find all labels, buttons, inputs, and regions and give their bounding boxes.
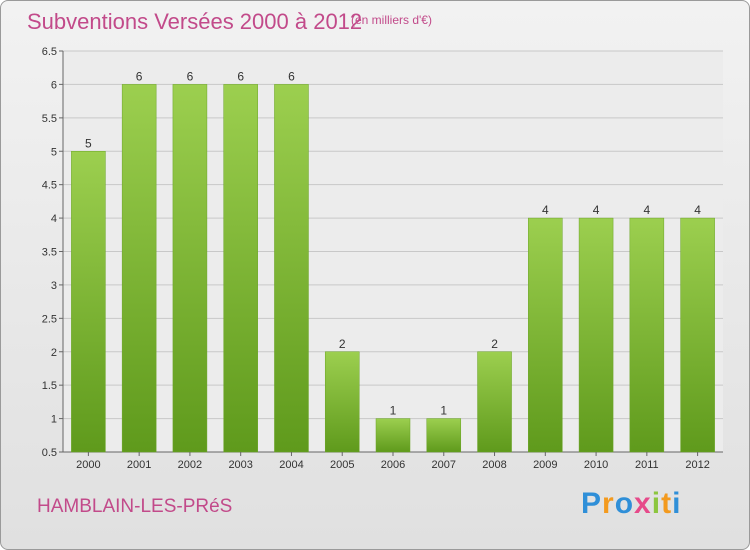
bar-2004 — [274, 84, 309, 453]
data-label: 4 — [644, 203, 651, 217]
logo-letter: i — [672, 487, 682, 520]
bar-2009 — [528, 217, 563, 453]
x-tick-label: 2012 — [685, 459, 709, 471]
y-tick-label: 5 — [51, 146, 57, 158]
logo-letter: x — [634, 487, 652, 520]
bar-2001 — [121, 84, 157, 453]
y-tick-label: 3.5 — [42, 247, 57, 259]
x-tick-label: 2001 — [127, 459, 151, 471]
bar-2005 — [324, 351, 360, 453]
bar-2003 — [223, 84, 258, 453]
x-tick-label: 2005 — [330, 459, 354, 471]
bar-2006 — [375, 418, 411, 453]
data-label: 6 — [237, 69, 244, 83]
data-label: 4 — [694, 203, 701, 217]
y-tick-label: 4.5 — [42, 180, 57, 192]
bar-2012 — [680, 217, 715, 453]
bar-2011 — [629, 217, 665, 453]
y-tick-label: 3 — [51, 280, 57, 292]
bar-2007 — [426, 418, 462, 453]
x-tick-label: 2006 — [381, 459, 405, 471]
data-label: 4 — [593, 203, 600, 217]
data-label: 6 — [136, 69, 143, 83]
y-tick-label: 1 — [51, 414, 57, 426]
x-tick-label: 2011 — [635, 459, 659, 471]
x-tick-label: 2003 — [228, 459, 252, 471]
data-label: 6 — [288, 69, 295, 83]
logo-letter: o — [614, 487, 635, 520]
x-tick-label: 2010 — [584, 459, 608, 471]
x-tick-label: 2004 — [279, 459, 303, 471]
data-label: 2 — [491, 337, 498, 351]
chart-subtitle: (en milliers d'€) — [351, 13, 432, 27]
data-label: 2 — [339, 337, 346, 351]
x-tick-label: 2000 — [76, 459, 100, 471]
y-tick-label: 4 — [51, 213, 57, 225]
y-tick-label: 2 — [51, 347, 57, 359]
bar-2000 — [71, 151, 106, 453]
x-tick-label: 2007 — [432, 459, 456, 471]
x-tick-label: 2002 — [178, 459, 202, 471]
data-label: 4 — [542, 203, 549, 217]
logo-letter: i — [651, 487, 662, 520]
x-tick-label: 2009 — [533, 459, 557, 471]
logo-letter: t — [661, 487, 673, 520]
data-label: 5 — [85, 136, 92, 150]
x-tick-label: 2008 — [482, 459, 506, 471]
logo-letter: r — [602, 487, 615, 520]
y-tick-label: 6.5 — [42, 46, 57, 58]
bar-2010 — [578, 217, 614, 453]
y-tick-label: 1.5 — [42, 380, 57, 392]
logo-letter: P — [581, 487, 603, 520]
bar-2008 — [477, 351, 512, 453]
y-tick-label: 2.5 — [42, 313, 57, 325]
chart-title: Subventions Versées 2000 à 2012 — [27, 9, 363, 34]
data-label: 1 — [440, 404, 447, 418]
y-tick-label: 6 — [51, 79, 57, 91]
bar-2002 — [172, 84, 208, 453]
proxiti-logo: Proxiti — [581, 487, 681, 521]
y-tick-label: 5.5 — [42, 113, 57, 125]
commune-name: HAMBLAIN-LES-PRéS — [37, 496, 233, 517]
y-tick-label: 0.5 — [42, 447, 57, 459]
data-label: 6 — [187, 69, 194, 83]
data-label: 1 — [390, 404, 397, 418]
